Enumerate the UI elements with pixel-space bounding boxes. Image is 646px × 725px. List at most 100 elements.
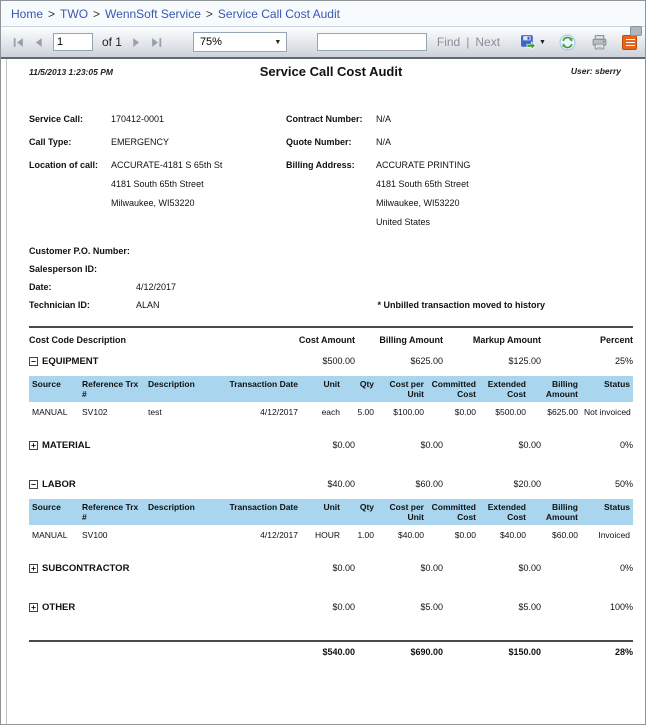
col-committed-cost: Committed Cost	[427, 376, 479, 402]
table-row: MANUAL SV102 test 4/12/2017 each 5.00 $1…	[32, 407, 631, 417]
report-user: User: sberry	[570, 66, 621, 76]
first-page-icon	[14, 37, 24, 47]
report-area: 11/5/2013 1:23:05 PM Service Call Cost A…	[1, 59, 645, 724]
group-row-subcontractor: + SUBCONTRACTOR $0.00 $0.00 $0.00 0%	[29, 556, 633, 581]
col-committed-cost: Committed Cost	[427, 499, 479, 525]
technician-label: Technician ID:	[29, 300, 90, 310]
report-fields: Service Call: 170412-0001 Contract Numbe…	[29, 110, 633, 314]
last-page-icon	[152, 37, 162, 47]
unbilled-note: * Unbilled transaction moved to history	[377, 300, 545, 310]
report-title: Service Call Cost Audit	[259, 64, 403, 79]
group-row-other: + OTHER $0.00 $5.00 $5.00 100%	[29, 595, 633, 620]
find-next-controls: Find | Next	[437, 35, 500, 49]
service-call-label: Service Call:	[29, 114, 84, 124]
breadcrumb-link-service-call-cost-audit[interactable]: Service Call Cost Audit	[217, 6, 340, 21]
date-label: Date:	[29, 282, 52, 292]
col-qty: Qty	[343, 376, 377, 402]
col-cost-code-description: Cost Code Description	[29, 335, 127, 345]
page-number-input[interactable]	[52, 33, 93, 51]
group-row-material: + MATERIAL $0.00 $0.00 $0.00 0%	[29, 433, 633, 458]
group-name: EQUIPMENT	[42, 356, 99, 367]
export-button[interactable]: ▼	[520, 34, 546, 51]
col-cost-per-unit: Cost per Unit	[377, 376, 427, 402]
breadcrumb: Home > TWO > WennSoft Service > Service …	[1, 1, 645, 27]
group-subcontractor: + SUBCONTRACTOR $0.00 $0.00 $0.00 0%	[29, 556, 633, 581]
col-extended-cost: Extended Cost	[479, 499, 529, 525]
col-unit: Unit	[301, 376, 343, 402]
next-button[interactable]: Next	[475, 35, 501, 49]
breadcrumb-separator: >	[205, 6, 213, 21]
billing-address: ACCURATE PRINTING 4181 South 65th Street…	[376, 160, 471, 227]
toolbar-icons: ▼	[520, 32, 637, 52]
group-other: + OTHER $0.00 $5.00 $5.00 100%	[29, 595, 633, 620]
billing-address-label: Billing Address:	[286, 160, 355, 170]
service-call-value: 170412-0001	[111, 114, 165, 124]
scrollbar-thumb[interactable]	[630, 26, 642, 36]
col-percent: Percent	[599, 335, 633, 345]
group-row-equipment: − EQUIPMENT $500.00 $625.00 $125.00 25%	[29, 349, 633, 374]
date-value: 4/12/2017	[136, 282, 177, 292]
technician-value: ALAN	[136, 300, 160, 310]
report-builder-icon[interactable]	[621, 34, 637, 50]
tax-amount: $43.75	[355, 720, 443, 724]
expand-icon[interactable]: +	[29, 603, 38, 612]
report-toolbar: of 1 75% ▼ Find | Next ▼	[1, 27, 645, 59]
col-unit: Unit	[301, 499, 343, 525]
col-cost-per-unit: Cost per Unit	[377, 499, 427, 525]
expand-icon[interactable]: +	[29, 441, 38, 450]
col-transaction-date: Transaction Date	[219, 499, 301, 525]
col-billing-amount: Billing Amount	[529, 499, 581, 525]
col-description: Description	[145, 499, 219, 525]
group-name: LABOR	[42, 479, 76, 490]
group-name: MATERIAL	[42, 440, 91, 451]
zoom-select[interactable]: 75% ▼	[192, 32, 287, 52]
search-input[interactable]	[316, 33, 427, 51]
location-address: ACCURATE-4181 S 65th St 4181 South 65th …	[111, 160, 223, 208]
find-button[interactable]: Find	[436, 35, 461, 49]
labor-detail-table: Source Reference Trx # Description Trans…	[29, 499, 633, 542]
collapse-icon[interactable]: −	[29, 357, 38, 366]
col-qty: Qty	[343, 499, 377, 525]
col-reference-trx: Reference Trx #	[79, 376, 145, 402]
table-row: MANUAL SV100 4/12/2017 HOUR 1.00 $40.00 …	[32, 530, 630, 540]
previous-page-button[interactable]	[29, 32, 49, 52]
breadcrumb-link-wennsoft-service[interactable]: WennSoft Service	[105, 6, 201, 21]
last-page-button[interactable]	[147, 32, 167, 52]
location-label: Location of call:	[29, 160, 99, 170]
col-reference-trx: Reference Trx #	[79, 499, 145, 525]
previous-page-icon	[36, 37, 43, 47]
total-cost: $540.00	[322, 647, 355, 657]
first-page-button[interactable]	[9, 32, 29, 52]
collapse-icon[interactable]: −	[29, 480, 38, 489]
col-status: Status	[581, 499, 633, 525]
quote-number-value: N/A	[376, 137, 392, 147]
breadcrumb-link-two[interactable]: TWO	[60, 6, 89, 21]
refresh-icon	[560, 34, 576, 50]
col-cost-amount: Cost Amount	[298, 335, 355, 345]
tax-row: Tax: $43.75	[29, 720, 633, 724]
call-type-label: Call Type:	[29, 137, 72, 147]
col-extended-cost: Extended Cost	[479, 376, 529, 402]
group-name: OTHER	[42, 602, 76, 613]
report-header: 11/5/2013 1:23:05 PM Service Call Cost A…	[29, 64, 633, 82]
call-type-value: EMERGENCY	[111, 137, 170, 147]
equipment-detail-table: Source Reference Trx # Description Trans…	[29, 376, 633, 419]
next-page-button[interactable]	[127, 32, 147, 52]
col-markup-amount: Markup Amount	[472, 335, 541, 345]
report-page: 11/5/2013 1:23:05 PM Service Call Cost A…	[6, 59, 645, 724]
col-billing-amount: Billing Amount	[379, 335, 443, 345]
print-button[interactable]	[590, 32, 610, 52]
expand-icon[interactable]: +	[29, 564, 38, 573]
group-labor: − LABOR $40.00 $60.00 $20.00 50%	[29, 472, 633, 497]
breadcrumb-link-home[interactable]: Home	[11, 6, 44, 21]
group-material: + MATERIAL $0.00 $0.00 $0.00 0%	[29, 433, 633, 458]
refresh-button[interactable]	[558, 32, 578, 52]
salesperson-label: Salesperson ID:	[29, 264, 98, 274]
page-count-label: of 1	[101, 35, 122, 49]
find-next-separator: |	[466, 35, 470, 49]
export-save-icon	[521, 34, 537, 50]
chevron-down-icon: ▼	[274, 38, 282, 46]
chevron-down-icon: ▼	[539, 38, 546, 46]
breadcrumb-separator: >	[48, 6, 56, 21]
